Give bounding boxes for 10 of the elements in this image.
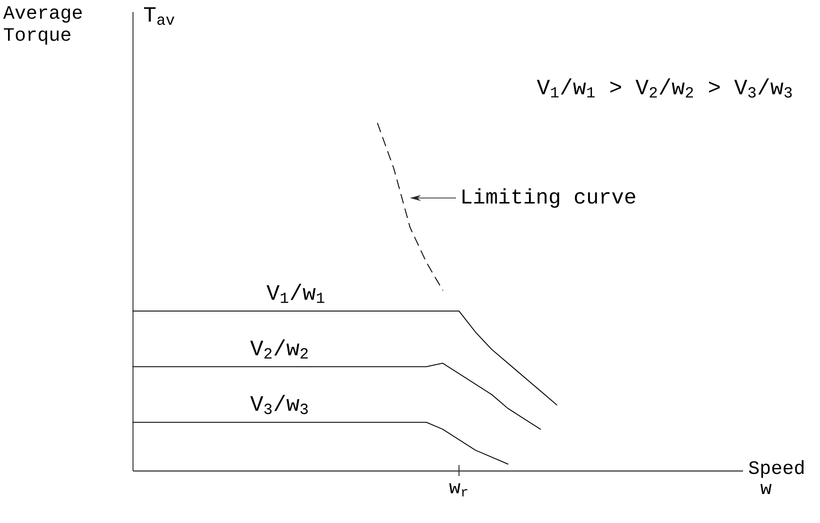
text: w$_{r}$	[449, 483, 468, 496]
series-label: V$_{2}$/w$_{2}$	[250, 339, 308, 358]
series-label: V$_{1}$/w$_{1}$	[266, 284, 324, 303]
series-label: V$_{3}$/w$_{3}$	[250, 394, 308, 414]
text: Limiting curve	[462, 188, 636, 208]
text: Speed	[748, 460, 804, 478]
text: T$_{av}$	[144, 7, 174, 25]
y-axis-title: Average Torque	[3, 6, 82, 45]
text: V$_{1}$/w$_{1}$ > V$_{2}$/w$_{2}$ > V$_{3}$/w$_{3}$	[536, 78, 792, 98]
text: w	[760, 484, 772, 494]
